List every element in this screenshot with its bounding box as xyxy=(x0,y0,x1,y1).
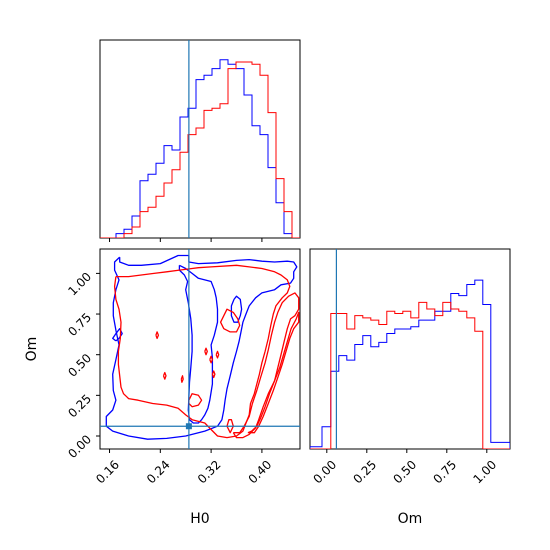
om-histogram-panel: Om 0.00 0.25 0.50 0.75 1.00 xyxy=(309,248,511,527)
om-histogram-series-2 xyxy=(310,301,510,449)
om-histogram-frame xyxy=(309,248,511,450)
contour-series-2-line-8 xyxy=(211,370,216,379)
h0-histogram-panel xyxy=(99,39,301,242)
h0-histogram-series-1 xyxy=(100,59,300,238)
contour-series-1-line-4 xyxy=(230,295,243,323)
om-histogram-axis-label: Om xyxy=(398,511,423,527)
contour-y-tick-label: 0.75 xyxy=(65,310,94,339)
h0-histogram-series-2 xyxy=(100,61,300,238)
contour-series-2-line-9 xyxy=(188,393,203,408)
contour-y-tick-label: 0.25 xyxy=(65,392,94,421)
h0-om-contour-frame xyxy=(99,248,301,450)
contour-x-tick-label: 0.24 xyxy=(144,458,173,487)
om-histogram-tick-label: 0.50 xyxy=(390,458,419,487)
contour-series-2-line-13 xyxy=(247,311,300,434)
contour-plot-area xyxy=(100,249,300,449)
om-histogram-plot-area xyxy=(310,249,510,449)
contour-series-2-line-12 xyxy=(232,292,300,439)
om-histogram-tick-label: 0.75 xyxy=(430,458,459,487)
contour-series-2-line-1 xyxy=(113,264,291,439)
contour-series-2-line-3 xyxy=(162,371,167,380)
om-histogram-series-1 xyxy=(310,279,510,449)
contour-y-tick-label: 0.50 xyxy=(65,351,94,380)
contour-series-2-line-2 xyxy=(155,331,160,340)
contour-x-tick-label: 0.40 xyxy=(246,458,275,487)
contour-series-2-line-7 xyxy=(215,350,220,359)
contour-series-1-line-2 xyxy=(112,328,123,342)
truth-point-marker xyxy=(185,423,192,430)
contour-series-2-line-5 xyxy=(204,347,208,356)
contour-series-1-line-1 xyxy=(105,254,298,440)
h0-histogram-plot-area xyxy=(100,40,300,238)
om-axis-label: Om xyxy=(24,337,40,362)
h0-om-contour-panel: H0 Om 0.16 0.24 0.32 0.40 0.00 0.25 0.50 0.75 1.… xyxy=(24,248,301,527)
om-histogram-tick-label: 1.00 xyxy=(470,458,499,487)
contour-x-tick-label: 0.16 xyxy=(93,458,122,487)
h0-axis-label: H0 xyxy=(190,511,209,527)
contour-series-2-line-11 xyxy=(226,419,234,434)
om-histogram-tick-label: 0.25 xyxy=(350,458,379,487)
contour-x-tick-label: 0.32 xyxy=(195,458,224,487)
contour-series-2-line-10 xyxy=(219,308,241,333)
contour-y-tick-label: 1.00 xyxy=(65,270,94,299)
h0-histogram-frame xyxy=(99,39,301,239)
contour-series-1-line-3 xyxy=(178,264,219,424)
om-histogram-tick-label: 0.00 xyxy=(310,458,339,487)
contour-series-2-line-6 xyxy=(209,355,214,364)
contour-y-tick-label: 0.00 xyxy=(65,432,94,461)
contour-series-2-line-4 xyxy=(180,375,184,383)
